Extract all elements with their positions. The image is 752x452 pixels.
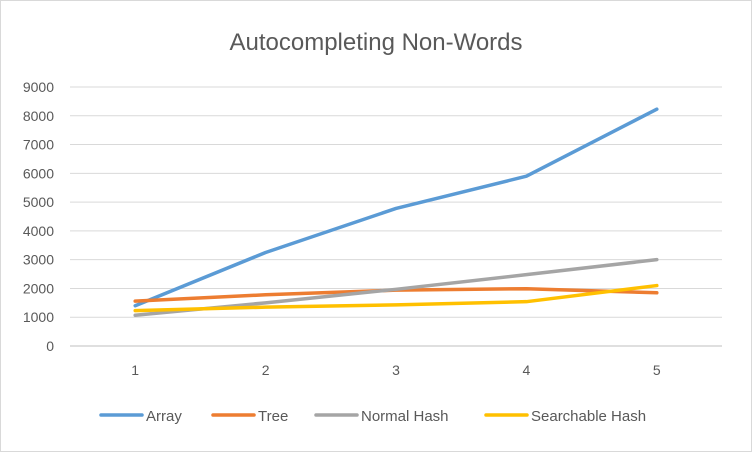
y-axis-labels: 0 1000 2000 3000 4000 5000 6000 7000 8000 9000 [23, 79, 54, 354]
x-tick-label: 1 [131, 362, 139, 378]
x-axis-labels: 1 2 3 4 5 [131, 362, 661, 378]
x-tick-label: 3 [392, 362, 400, 378]
y-tick-label: 3000 [23, 252, 54, 268]
legend-label-array: Array [146, 408, 182, 425]
y-tick-label: 6000 [23, 165, 54, 181]
gridlines [70, 86, 722, 347]
y-tick-label: 7000 [23, 137, 54, 153]
y-tick-label: 2000 [23, 280, 54, 296]
legend-label-searchable-hash: Searchable Hash [531, 408, 646, 425]
y-tick-label: 4000 [23, 223, 54, 239]
series-lines [133, 107, 659, 317]
x-tick-label: 5 [653, 362, 661, 378]
x-tick-label: 2 [262, 362, 270, 378]
y-tick-label: 0 [46, 338, 54, 354]
series-line-searchable-hash [133, 283, 659, 313]
y-tick-label: 1000 [23, 309, 54, 325]
y-tick-label: 5000 [23, 194, 54, 210]
legend-label-normal-hash: Normal Hash [361, 408, 449, 425]
legend-label-tree: Tree [258, 408, 288, 425]
legend: Array Tree Normal Hash Searchable Hash [99, 408, 646, 425]
series-line-array [133, 107, 659, 308]
chart-title: Autocompleting Non-Words [229, 29, 522, 56]
x-tick-label: 4 [523, 362, 531, 378]
y-tick-label: 8000 [23, 108, 54, 124]
y-tick-label: 9000 [23, 79, 54, 95]
